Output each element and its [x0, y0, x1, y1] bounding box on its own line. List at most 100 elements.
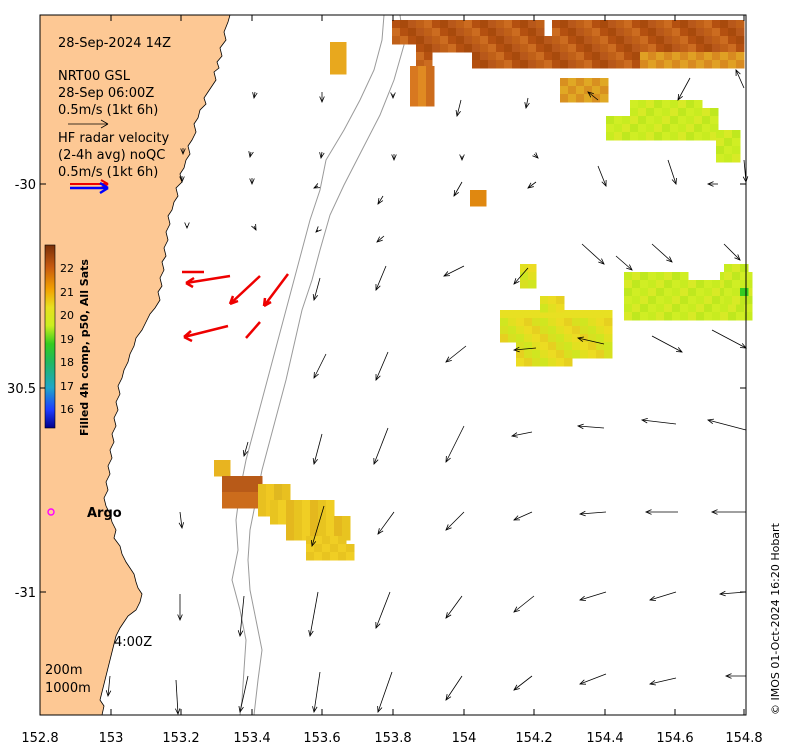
- sst-pixel: [230, 492, 239, 501]
- sst-pixel: [548, 350, 557, 359]
- model-arrow: [459, 154, 465, 162]
- sst-pixel: [334, 516, 343, 525]
- sst-pixel: [704, 296, 713, 305]
- sst-pixel: [596, 350, 605, 359]
- sst-pixel: [286, 500, 295, 509]
- sst-pixel: [736, 52, 745, 61]
- sst-pixel: [584, 78, 593, 87]
- sst-pixel: [408, 20, 417, 29]
- sst-pixel: [464, 20, 473, 29]
- sst-pixel: [724, 130, 733, 139]
- sst-pixel: [732, 272, 741, 281]
- sst-pixel: [532, 358, 541, 367]
- sst-pixel: [528, 36, 537, 45]
- sst-pixel: [640, 296, 649, 305]
- sst-pixel: [600, 86, 609, 95]
- sst-pixel: [532, 310, 541, 319]
- colorbar-tick: 16: [60, 403, 74, 416]
- sst-pixel: [338, 58, 347, 67]
- sst-pixel: [556, 304, 565, 313]
- sst-pixel: [624, 28, 633, 37]
- colorbar-gradient: [44, 244, 56, 429]
- sst-pixel: [222, 500, 231, 509]
- sst-pixel: [638, 124, 647, 133]
- sst-pixel: [696, 20, 705, 29]
- sst-pixel: [548, 318, 557, 327]
- sst-pixel: [640, 36, 649, 45]
- sst-pixel: [424, 60, 433, 69]
- sst-pixel: [512, 52, 521, 61]
- sst-pixel: [448, 44, 457, 53]
- sst-pixel: [680, 20, 689, 29]
- model-arrow: [174, 679, 181, 716]
- sst-pixel: [410, 66, 419, 75]
- model-arrow: [443, 265, 465, 277]
- radar-arrow: [262, 273, 289, 308]
- model-arrow: [527, 181, 537, 189]
- model-arrow: [578, 510, 607, 517]
- sst-pixel: [564, 318, 573, 327]
- sst-pixel: [432, 28, 441, 37]
- sst-pixel: [664, 288, 673, 297]
- model-arrow: [251, 223, 257, 231]
- sst-pixel: [520, 60, 529, 69]
- model-arrow: [445, 345, 467, 363]
- sst-pixel: [704, 304, 713, 313]
- model-info-line1: NRT00 GSL: [58, 69, 131, 84]
- sst-pixel: [728, 28, 737, 37]
- model-arrow: [375, 351, 389, 381]
- sst-pixel: [400, 36, 409, 45]
- sst-pixel: [556, 318, 565, 327]
- sst-pixel: [732, 138, 741, 147]
- sst-pixel: [710, 132, 719, 141]
- sst-pixel: [330, 50, 339, 59]
- sst-pixel: [278, 500, 287, 509]
- sst-pixel: [588, 310, 597, 319]
- sst-pixel: [286, 532, 295, 541]
- sst-patches: [214, 20, 753, 561]
- sst-pixel: [630, 100, 639, 109]
- sst-pixel: [552, 44, 561, 53]
- sst-pixel: [536, 20, 545, 29]
- sst-pixel: [678, 132, 687, 141]
- sst-pixel: [672, 272, 681, 281]
- sst-pixel: [704, 52, 713, 61]
- sst-pixel: [672, 20, 681, 29]
- sst-pixel: [608, 36, 617, 45]
- sst-pixel: [496, 28, 505, 37]
- sst-pixel: [604, 334, 613, 343]
- sst-pixel: [568, 78, 577, 87]
- sst-pixel: [584, 36, 593, 45]
- model-arrow: [615, 255, 633, 271]
- sst-pixel: [536, 44, 545, 53]
- lat-tick-label: -31: [15, 586, 36, 601]
- sst-pixel: [314, 536, 323, 545]
- sst-pixel: [540, 296, 549, 305]
- sst-pixel: [544, 52, 553, 61]
- sst-pixel: [548, 358, 557, 367]
- sst-pixel: [744, 304, 753, 313]
- sst-pixel: [648, 36, 657, 45]
- sst-pixel: [400, 20, 409, 29]
- sst-pixel: [520, 44, 529, 53]
- sst-pixel: [648, 288, 657, 297]
- sst-pixel: [678, 124, 687, 133]
- model-arrow: [178, 511, 185, 530]
- sst-pixel: [524, 318, 533, 327]
- sst-pixel: [500, 310, 509, 319]
- sst-pixel: [732, 296, 741, 305]
- sst-pixel: [712, 296, 721, 305]
- sst-pixel: [528, 44, 537, 53]
- sst-pixel: [524, 350, 533, 359]
- sst-pixel: [572, 318, 581, 327]
- sst-pixel: [556, 296, 565, 305]
- sst-pixel: [632, 44, 641, 53]
- sst-pixel: [580, 334, 589, 343]
- sst-pixel: [704, 280, 713, 289]
- sst-pixel: [392, 36, 401, 45]
- model-arrow: [237, 595, 245, 638]
- sst-pixel: [656, 44, 665, 53]
- sst-pixel: [418, 82, 427, 91]
- sst-pixel: [556, 358, 565, 367]
